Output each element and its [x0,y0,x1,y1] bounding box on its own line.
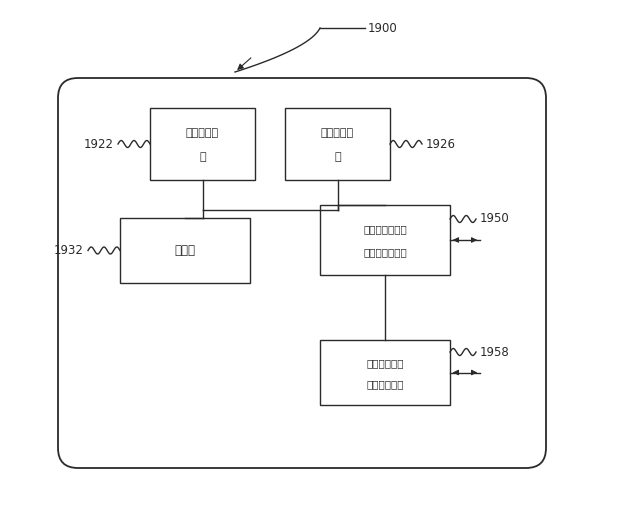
Text: 1900: 1900 [368,22,397,34]
Text: 1926: 1926 [426,138,456,151]
Text: インターネット: インターネット [363,224,407,234]
Bar [320,205,450,275]
FancyBboxPatch shape [58,78,546,468]
Text: メモリ: メモリ [175,244,195,257]
Bar [150,108,255,180]
Bar [285,108,390,180]
Text: 1958: 1958 [480,346,510,358]
Text: ンタフェース: ンタフェース [366,379,404,389]
Text: ト: ト [334,152,341,162]
Text: ト: ト [199,152,206,162]
Text: 入力／出力イ: 入力／出力イ [366,358,404,368]
Text: 1922: 1922 [84,138,114,151]
Text: 1950: 1950 [480,212,510,225]
Text: 処理ユニッ: 処理ユニッ [186,128,219,138]
Bar [120,218,250,283]
Text: 電源ユニッ: 電源ユニッ [321,128,354,138]
Text: 1932: 1932 [54,244,84,257]
Bar [320,340,450,405]
Text: インタフェース: インタフェース [363,248,407,258]
